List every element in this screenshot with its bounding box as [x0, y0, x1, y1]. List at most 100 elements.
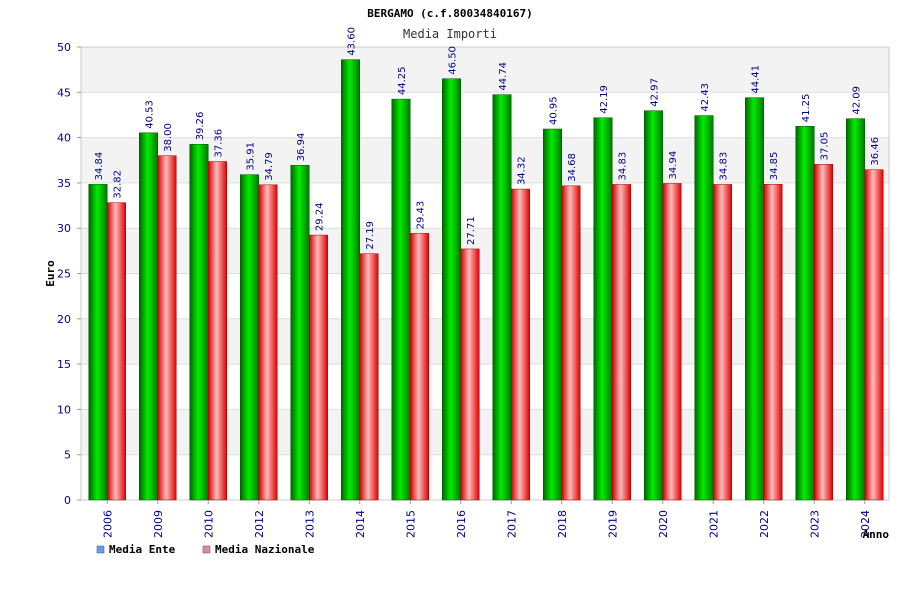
y-tick-label: 10 [57, 403, 71, 416]
y-tick-label: 30 [57, 222, 71, 235]
y-axis-ticks: 0 5 10 15 20 25 30 35 40 45 50 [57, 41, 81, 507]
bar-media-nazionale [511, 188, 530, 501]
bar-media-nazionale [157, 155, 177, 501]
data-label: 27.71 [466, 216, 477, 245]
x-tick-label: 2022 [758, 510, 771, 538]
y-tick-label: 50 [57, 41, 71, 54]
bar-media-ente [543, 128, 562, 501]
data-label: 44.74 [498, 62, 509, 91]
x-tick-label: 2015 [404, 510, 417, 538]
y-tick-label: 25 [57, 268, 71, 281]
x-tick-label: 2018 [556, 510, 569, 538]
x-tick-label: 2014 [354, 510, 367, 538]
data-label: 32.82 [113, 170, 124, 199]
data-label: 37.36 [214, 129, 225, 158]
x-tick-label: 2020 [657, 510, 670, 538]
x-tick-label: 2006 [101, 510, 114, 538]
data-label: 42.43 [700, 83, 711, 112]
data-labels: 34.84 32.82 40.53 38.00 39.26 37.36 35.91 34.79… [94, 27, 881, 250]
data-label: 38.00 [163, 123, 174, 152]
bar-media-nazionale [410, 233, 429, 501]
x-axis-label: Anno [863, 528, 890, 541]
data-label: 44.41 [751, 65, 762, 94]
x-tick-label: 2023 [808, 510, 821, 538]
bar-media-nazionale [208, 161, 227, 501]
bar-media-nazionale [713, 184, 732, 501]
data-label: 34.32 [517, 156, 528, 185]
grid-band [81, 47, 889, 93]
x-tick-label: 2019 [606, 510, 619, 538]
legend-label: Media Nazionale [215, 543, 315, 556]
bar-media-ente [593, 117, 613, 501]
x-tick-label: 2017 [505, 510, 518, 538]
legend-swatch [202, 545, 211, 554]
bar-media-ente [139, 132, 158, 501]
data-label: 37.05 [820, 132, 831, 161]
x-tick-label: 2024 [859, 510, 872, 538]
bar-media-nazionale [864, 169, 884, 501]
data-label: 40.95 [549, 96, 560, 125]
bar-media-ente [290, 165, 310, 501]
x-tick-label: 2016 [455, 510, 468, 538]
bar-media-ente [341, 59, 360, 501]
data-label: 34.83 [618, 152, 629, 181]
bar-media-nazionale [814, 164, 833, 501]
bar-media-ente [88, 184, 108, 501]
data-label: 43.60 [347, 27, 358, 56]
bar-media-nazionale [107, 202, 126, 501]
x-tick-label: 2013 [303, 510, 316, 538]
y-tick-label: 5 [64, 449, 71, 462]
bars [88, 59, 884, 501]
y-axis-label: Euro [44, 260, 57, 287]
bar-media-ente [846, 118, 865, 501]
chart-subtitle: Media Importi [403, 27, 497, 41]
bar-media-nazionale [561, 185, 581, 501]
x-tick-label: 2012 [253, 510, 266, 538]
bar-media-nazionale [309, 234, 328, 501]
bar-media-ente [795, 126, 815, 501]
data-label: 34.84 [94, 152, 105, 181]
data-label: 39.26 [195, 112, 206, 141]
data-label: 36.46 [870, 137, 881, 166]
bar-media-nazionale [763, 184, 783, 501]
data-label: 34.94 [668, 151, 679, 180]
bar-media-ente [644, 110, 663, 501]
x-axis-ticks: 2006 2009 2010 2012 2013 2014 2015 2016 2017 2018… [101, 500, 872, 538]
bar-media-ente [391, 98, 411, 501]
bar-media-nazionale [460, 248, 480, 501]
x-tick-label: 2009 [152, 510, 165, 538]
bar-media-ente [189, 144, 209, 501]
bar-media-nazionale [662, 183, 682, 501]
x-tick-label: 2021 [707, 510, 720, 538]
x-tick-label: 2010 [202, 510, 215, 538]
legend-swatch [96, 545, 105, 554]
data-label: 36.94 [296, 133, 307, 162]
y-tick-label: 20 [57, 313, 71, 326]
data-label: 40.53 [145, 100, 156, 129]
data-label: 29.24 [315, 202, 326, 231]
legend: Media Ente Media Nazionale [96, 543, 315, 556]
y-tick-label: 15 [57, 358, 71, 371]
bar-media-nazionale [359, 253, 379, 501]
bar-media-nazionale [258, 184, 278, 501]
data-label: 34.68 [567, 153, 578, 182]
chart-title: BERGAMO (c.f.80034840167) [367, 7, 533, 20]
bar-media-ente [442, 78, 461, 501]
data-label: 34.85 [769, 152, 780, 181]
data-label: 35.91 [246, 142, 257, 171]
y-tick-label: 40 [57, 132, 71, 145]
legend-label: Media Ente [109, 543, 176, 556]
data-label: 29.43 [416, 201, 427, 230]
bar-media-ente [492, 94, 512, 501]
data-label: 44.25 [397, 66, 408, 95]
data-label: 41.25 [801, 94, 812, 123]
bar-media-ente [745, 97, 764, 501]
y-tick-label: 35 [57, 177, 71, 190]
data-label: 42.19 [599, 85, 610, 114]
data-label: 27.19 [365, 221, 376, 250]
y-tick-label: 0 [64, 494, 71, 507]
data-label: 42.97 [650, 78, 661, 107]
data-label: 34.83 [719, 152, 730, 181]
